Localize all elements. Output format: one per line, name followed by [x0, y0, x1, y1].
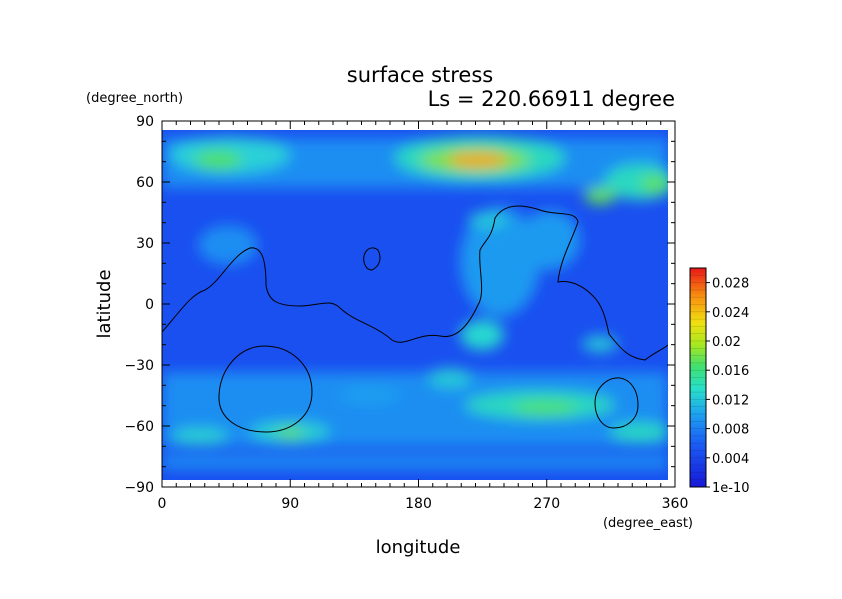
- contour-lines: [162, 205, 668, 433]
- x-tick-label: 270: [533, 496, 560, 512]
- heatmap-patch: [276, 428, 304, 438]
- colorbar-gradient: [689, 267, 707, 488]
- x-tick-label: 180: [405, 496, 432, 512]
- y-tick-label: 90: [136, 114, 154, 130]
- heatmap-patch: [468, 212, 508, 228]
- x-tick-label: 360: [662, 496, 689, 512]
- heatmap-patch: [428, 368, 472, 388]
- heatmap-patch: [513, 401, 577, 415]
- y-axis-ticks: 90 60 30 0 −30 −60 −90: [124, 114, 675, 496]
- colorbar-tick-label: 0.004: [712, 452, 749, 467]
- y-tick-label: 0: [145, 297, 154, 313]
- chart-title: surface stress: [347, 63, 493, 87]
- colorbar-tick-label: 0.02: [712, 335, 741, 350]
- colorbar-tick-label: 0.012: [712, 393, 749, 408]
- y-tick-label: 30: [136, 236, 154, 252]
- heatmap-patch: [460, 320, 504, 350]
- heatmap-patch: [460, 207, 540, 317]
- y-tick-label: −90: [124, 480, 154, 496]
- heatmap-field: [162, 130, 668, 480]
- colorbar-levels: [690, 274, 706, 481]
- x-axis-ticks: 0 90 180 270 360: [158, 121, 689, 512]
- contour-line: [162, 205, 668, 361]
- colorbar-tick-label: 0.016: [712, 364, 749, 379]
- x-unit-label: (degree_east): [603, 516, 693, 531]
- colorbar-tick-label: 1e-10: [712, 481, 750, 496]
- heatmap-patch: [582, 336, 618, 352]
- y-unit-label: (degree_north): [86, 91, 183, 106]
- contour-loop: [218, 345, 313, 433]
- heatmap-patch: [340, 387, 400, 403]
- y-tick-label: −60: [124, 419, 154, 435]
- y-tick-label: −30: [124, 358, 154, 374]
- heatmap-patch: [584, 188, 616, 204]
- heatmap-patch: [194, 151, 242, 169]
- y-axis-label: latitude: [94, 269, 115, 338]
- colorbar-tick-label: 0.028: [712, 277, 749, 292]
- colorbar-labels: 0.028 0.024 0.02 0.016 0.012 0.008 0.004 1e-10: [706, 277, 750, 496]
- chart-subtitle: Ls = 220.66911 degree: [428, 87, 675, 111]
- colorbar: 0.028 0.024 0.02 0.016 0.012 0.008 0.004 1e-10: [689, 267, 750, 496]
- contour-loop: [363, 247, 381, 271]
- colorbar-tick-label: 0.024: [712, 306, 749, 321]
- heatmap-patch: [198, 225, 258, 265]
- y-tick-label: 60: [136, 175, 154, 191]
- x-tick-label: 90: [281, 496, 299, 512]
- heatmap-patch: [610, 423, 668, 441]
- heatmap-band: [162, 455, 668, 469]
- x-tick-label: 0: [158, 496, 167, 512]
- x-axis-label: longitude: [376, 537, 461, 558]
- heatmap-patch: [448, 152, 508, 168]
- heatmap-patch: [641, 176, 668, 192]
- colorbar-tick-label: 0.008: [712, 423, 749, 438]
- contour-loop: [594, 377, 639, 429]
- heatmap-patch: [172, 428, 228, 444]
